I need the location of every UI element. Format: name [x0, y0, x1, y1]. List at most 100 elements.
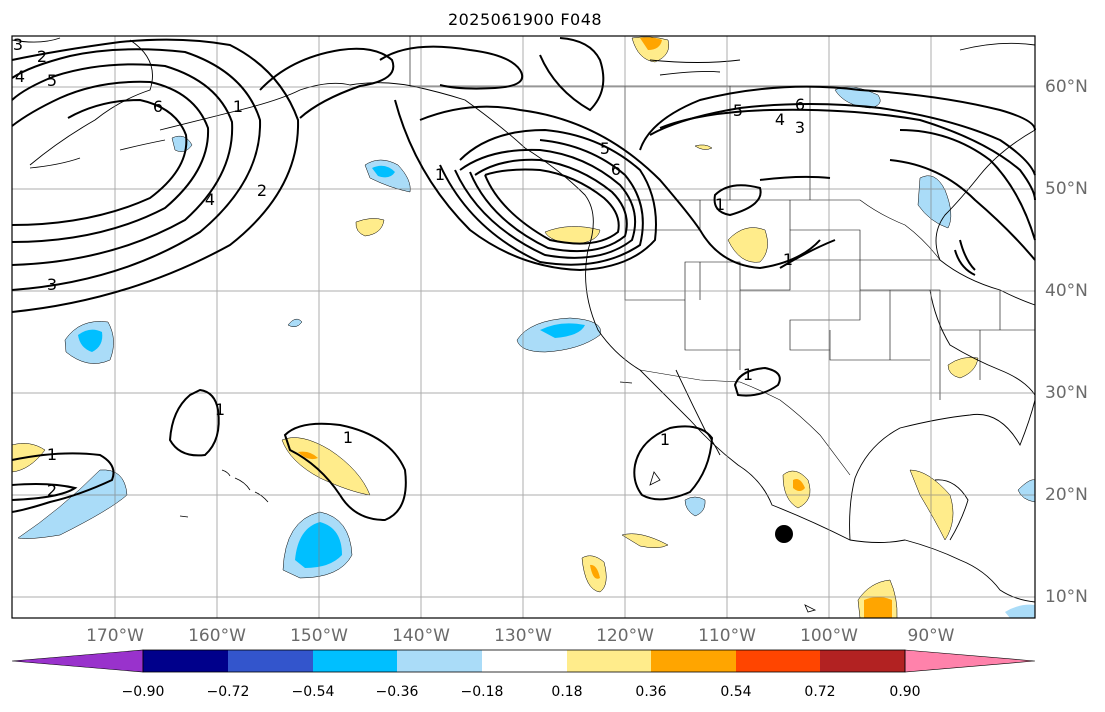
shade-blob: [78, 329, 103, 352]
map-frame: [11, 35, 1036, 619]
shade-blob: [355, 218, 385, 237]
colorbar-tick-label: −0.18: [460, 684, 504, 700]
contour-line: [484, 168, 620, 245]
shade-blob: [171, 135, 193, 152]
contour-line: [733, 366, 781, 397]
country-border: [409, 36, 1035, 87]
contour-label: 1: [743, 365, 753, 384]
shade-blob: [621, 533, 669, 548]
colorbar-tick-label: −0.90: [121, 684, 165, 700]
contour-label: 2: [257, 181, 267, 200]
contour-line: [633, 425, 714, 501]
contour-line: [759, 175, 836, 269]
contour-label: 1: [435, 165, 445, 184]
contour-line: [379, 45, 524, 90]
colorbar-extend-high: [904, 649, 1036, 673]
colorbar-tick-label: −0.36: [375, 684, 419, 700]
colorbar-swatch: [736, 650, 820, 672]
contour-line: [889, 129, 1036, 261]
contour-line: [649, 103, 1036, 176]
contour-label: 6: [795, 95, 805, 114]
contour-label: 6: [611, 160, 621, 179]
lon-label: 140°W: [392, 626, 450, 646]
contour-label: 1: [47, 445, 57, 464]
shade-blob: [793, 479, 805, 491]
shade-blob: [372, 165, 395, 178]
colorbar-swatch: [313, 650, 397, 672]
contour-label: 1: [715, 195, 725, 214]
contour-line: [659, 108, 1036, 201]
coastline: [929, 289, 1036, 396]
contour-line: [439, 139, 644, 266]
colorbar-swatch: [820, 650, 905, 672]
colorbar-tick-label: −0.72: [206, 684, 250, 700]
lat-label: 60°N: [1045, 77, 1088, 97]
contour-line: [168, 388, 220, 457]
colorbar-swatch: [143, 650, 228, 672]
contour-line: [11, 80, 210, 243]
contour-label: 3: [47, 275, 57, 294]
contour-line: [713, 184, 762, 217]
contour-label: 1: [660, 430, 670, 449]
lat-label: 30°N: [1045, 383, 1088, 403]
island: [29, 139, 166, 169]
lon-label: 130°W: [494, 626, 552, 646]
shade-blob: [684, 496, 706, 517]
contour-label: 1: [215, 400, 225, 419]
colorbar-tick-label: 0.18: [551, 684, 583, 700]
contour-line: [11, 48, 262, 291]
lat-label: 10°N: [1045, 587, 1088, 607]
coastline: [29, 39, 153, 166]
island: [179, 381, 817, 613]
contour-line: [11, 452, 115, 513]
lon-label: 150°W: [290, 626, 348, 646]
shade-blob: [727, 227, 768, 263]
shade-blob: [864, 597, 892, 618]
contour-line: [283, 422, 407, 522]
colorbar-tick-label: 0.36: [635, 684, 667, 700]
location-marker-dot: [775, 525, 793, 543]
shade-blob: [640, 37, 662, 50]
lat-label: 50°N: [1045, 179, 1088, 199]
grid-layer: [12, 36, 1035, 618]
contour-line: [11, 98, 188, 226]
lon-label: 90°W: [907, 626, 955, 646]
contour-label: 4: [205, 190, 215, 209]
coastline: [675, 369, 721, 456]
lat-label: 40°N: [1045, 281, 1088, 301]
contour-label: 2: [47, 481, 57, 500]
shade-blob: [1005, 604, 1035, 618]
colorbar-tick-label: 0.72: [804, 684, 836, 700]
colorbar-frame: [142, 649, 906, 673]
shade-blob: [917, 175, 952, 229]
shade-blob: [947, 357, 979, 379]
colorbar-swatch: [651, 650, 736, 672]
contour-line: [539, 37, 605, 112]
shade-blob: [694, 144, 713, 150]
contour-line: [259, 47, 395, 119]
contour-label: 5: [600, 139, 610, 158]
contour-label: 5: [47, 71, 57, 90]
shade-blob: [298, 451, 318, 460]
shade-blob: [590, 564, 600, 579]
state-border: [624, 229, 1035, 400]
contour-line: [11, 63, 234, 266]
colorbar-extend-low: [11, 649, 144, 673]
colorbar-tick-label: 0.54: [720, 684, 752, 700]
contour-label: 1: [233, 97, 243, 116]
contour-line: [469, 158, 628, 253]
contour-line: [11, 483, 78, 501]
contour-line: [11, 38, 300, 313]
coastline: [849, 399, 1036, 541]
contour-line: [419, 105, 821, 270]
country-border: [639, 369, 851, 476]
coastline: [934, 479, 969, 541]
lon-label: 100°W: [800, 626, 858, 646]
lon-label: 120°W: [596, 626, 654, 646]
island-layer: [29, 139, 817, 613]
coastline: [649, 59, 741, 76]
coastline: [11, 37, 1036, 51]
shade-blob: [287, 318, 303, 328]
contour-label: 4: [15, 67, 25, 86]
